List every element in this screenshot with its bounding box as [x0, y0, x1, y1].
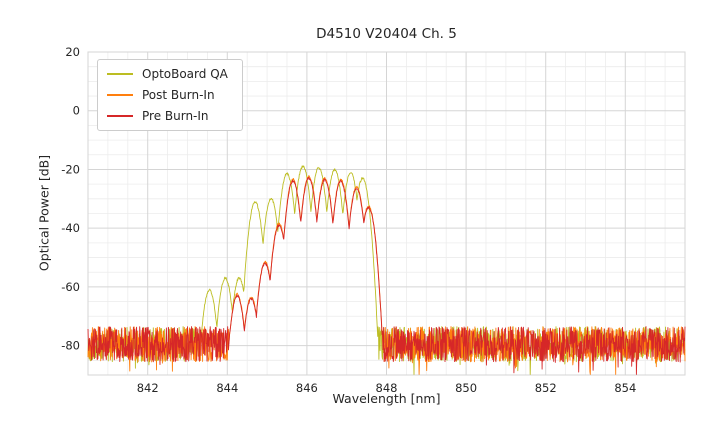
- legend-swatch-optoboard-qa: [107, 73, 133, 75]
- x-tick-label: 844: [216, 381, 238, 395]
- x-tick-label: 842: [137, 381, 159, 395]
- x-tick-label: 852: [535, 381, 557, 395]
- legend-label-pre-burn-in: Pre Burn-In: [142, 109, 209, 123]
- y-tick-label: -80: [61, 339, 80, 353]
- legend-item-optoboard-qa: OptoBoard QA: [107, 67, 228, 81]
- series-line-pre-burn-in: [87, 176, 686, 375]
- y-tick-label: -20: [61, 162, 80, 176]
- x-tick-label: 854: [614, 381, 636, 395]
- y-tick-label: 0: [73, 104, 80, 118]
- x-tick-label: 848: [376, 381, 398, 395]
- chart-title: D4510 V20404 Ch. 5: [316, 26, 457, 42]
- legend: OptoBoard QA Post Burn-In Pre Burn-In: [97, 59, 243, 131]
- y-axis-label: Optical Power [dB]: [36, 154, 52, 272]
- x-tick-label: 846: [296, 381, 318, 395]
- y-tick-label: -60: [61, 280, 80, 294]
- x-axis-label: Wavelength [nm]: [332, 391, 441, 406]
- plot-border: [87, 51, 686, 376]
- legend-item-post-burn-in: Post Burn-In: [107, 88, 228, 102]
- legend-swatch-pre-burn-in: [107, 115, 133, 117]
- legend-label-optoboard-qa: OptoBoard QA: [142, 67, 228, 81]
- legend-item-pre-burn-in: Pre Burn-In: [107, 109, 228, 123]
- y-tick-label: 20: [65, 45, 80, 59]
- legend-swatch-post-burn-in: [107, 94, 133, 96]
- y-tick-label: -40: [61, 221, 80, 235]
- x-tick-label: 850: [455, 381, 477, 395]
- legend-label-post-burn-in: Post Burn-In: [142, 88, 215, 102]
